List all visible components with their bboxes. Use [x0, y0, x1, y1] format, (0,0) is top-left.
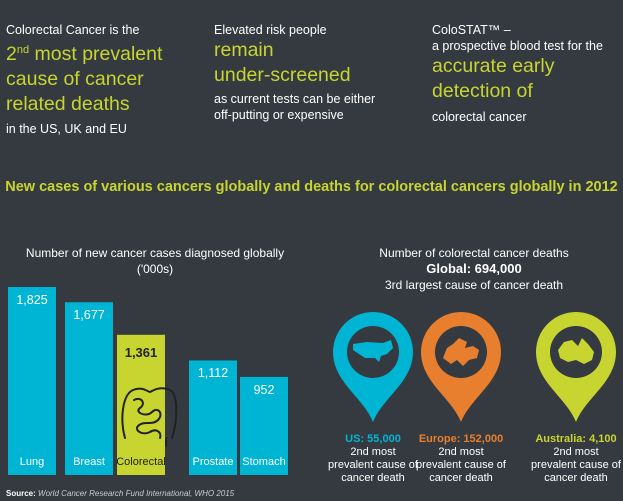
- bar-chart-title: Number of new cancer cases diagnosed glo…: [25, 246, 285, 260]
- fact-intro: Elevated risk people: [214, 23, 327, 37]
- headline: New cases of various cancers globally an…: [5, 179, 618, 195]
- region-label: Australia: 4,100 2nd most prevalent cause …: [521, 433, 623, 485]
- region-note: prevalent cause of: [416, 459, 506, 471]
- highlight-line: cause of cancer: [6, 68, 144, 90]
- fact-intro: ColoSTAT™ –: [432, 23, 511, 37]
- region-note: 2nd most: [350, 446, 396, 458]
- bar-category-label: Prostate: [192, 456, 234, 468]
- fact-intro: Colorectal Cancer is the: [6, 23, 140, 37]
- bar-category-label: Colorectal: [116, 456, 166, 468]
- intestine-icon: [121, 387, 178, 447]
- region-deaths: Europe: 152,000: [418, 433, 504, 445]
- fact-footnote: as current tests can be either: [214, 92, 376, 106]
- bar-colorectal: [117, 334, 165, 475]
- region-note: prevalent cause of: [531, 459, 621, 471]
- bar-stomach: [240, 376, 288, 475]
- bar-value-label: 1,361: [124, 344, 158, 360]
- region-note: cancer death: [544, 472, 608, 484]
- region-note: 2nd most: [438, 446, 484, 458]
- source-note: Source: World Cancer Research Fund Inter…: [6, 489, 234, 498]
- fact-footnote: off-putting or expensive: [214, 108, 344, 122]
- usa-map-icon: [353, 340, 393, 362]
- fact-footnote: in the US, UK and EU: [6, 122, 127, 136]
- bar-category-label: Stomach: [242, 456, 286, 468]
- region-note: prevalent cause of: [328, 459, 418, 471]
- deaths-title: Number of colorectal cancer deaths: [379, 246, 569, 260]
- global-deaths: Global: 694,000: [426, 261, 522, 276]
- fact-column-colostat: ColoSTAT™ – a prospective blood test for…: [432, 22, 603, 125]
- region-deaths: US: 55,000: [345, 433, 401, 445]
- ordinal-number: 2: [6, 43, 17, 65]
- region-label: US: 55,000 2nd most prevalent cause of canc…: [318, 433, 428, 485]
- bar-lung: [8, 287, 56, 475]
- fact-intro: a prospective blood test for the: [432, 39, 603, 53]
- highlight-line: accurate early: [432, 55, 555, 77]
- bar-value-label: 1,112: [197, 366, 229, 381]
- highlight-line: remain: [214, 39, 274, 61]
- australia-map-icon: [558, 338, 594, 364]
- highlight-line: related deaths: [6, 93, 130, 115]
- bar-category-label: Breast: [73, 456, 105, 468]
- bar-chart-subtitle: ('000s): [136, 262, 174, 276]
- source-text: World Cancer Research Fund International…: [35, 489, 235, 498]
- bar-value-label: 1,677: [73, 308, 105, 323]
- source-label: Source:: [6, 489, 36, 498]
- region-note: 2nd most: [553, 446, 599, 458]
- highlight-line: detection of: [432, 80, 533, 102]
- bar-value-label: 952: [253, 382, 275, 397]
- bar-prostate: [189, 360, 237, 475]
- bar-value-label: 1,825: [16, 293, 48, 307]
- fact-column-prevalence: Colorectal Cancer is the 2nd most preval…: [6, 22, 162, 137]
- rank-note: 3rd largest cause of cancer death: [384, 278, 564, 292]
- region-note: cancer death: [429, 472, 493, 484]
- bar-breast: [65, 302, 113, 475]
- highlight-line: most prevalent: [29, 43, 163, 65]
- bar-category-label: Lung: [19, 456, 45, 468]
- ordinal-suffix: nd: [16, 44, 30, 56]
- fact-highlight: 2nd most prevalent: [6, 38, 162, 67]
- highlight-line: under-screened: [214, 64, 351, 86]
- region-label: Europe: 152,000 2nd most prevalent cause o…: [406, 433, 516, 485]
- region-deaths: Australia: 4,100: [535, 433, 617, 445]
- fact-footnote: colorectal cancer: [432, 110, 527, 124]
- europe-map-icon: [443, 338, 479, 366]
- region-note: cancer death: [341, 472, 405, 484]
- fact-column-screening: Elevated risk people remain under-screen…: [214, 22, 375, 123]
